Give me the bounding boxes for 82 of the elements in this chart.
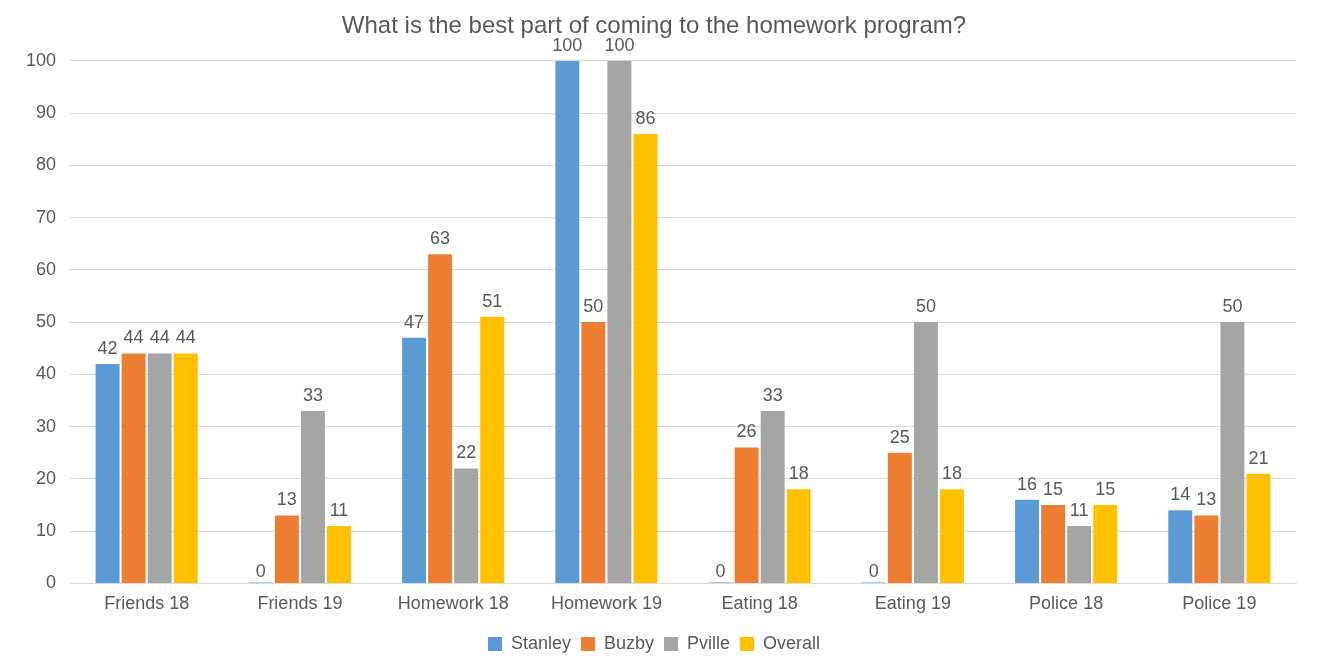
bar: [555, 60, 580, 583]
data-label: 86: [635, 107, 656, 128]
x-tick-label: Eating 18: [721, 593, 798, 614]
bar: [786, 489, 811, 583]
bar: [939, 489, 964, 583]
x-tick-label: Homework 19: [550, 593, 662, 614]
data-label: 0: [255, 561, 266, 582]
y-tick-label: 60: [36, 258, 57, 279]
x-tick-label: Eating 19: [874, 593, 951, 614]
bar: [1067, 525, 1092, 583]
data-label: 50: [915, 296, 936, 317]
bar: [1041, 505, 1066, 583]
bar: [734, 447, 759, 583]
y-tick-label: 30: [36, 415, 57, 436]
bar: [402, 337, 427, 583]
legend-label: Overall: [763, 632, 821, 653]
y-tick-label: 100: [25, 49, 57, 70]
y-tick-label: 10: [36, 520, 57, 541]
data-label: 21: [1248, 447, 1269, 468]
data-label: 16: [1017, 473, 1038, 494]
bar: [300, 410, 325, 583]
data-label: 44: [149, 327, 170, 348]
data-label: 33: [302, 384, 323, 405]
bar: [274, 515, 299, 583]
legend-label: Buzby: [603, 632, 655, 653]
data-label: 13: [276, 489, 297, 510]
data-label: 50: [583, 296, 604, 317]
bar: [95, 363, 120, 583]
bar: [1220, 322, 1245, 583]
data-label: 13: [1196, 489, 1217, 510]
data-label: 15: [1095, 478, 1116, 499]
data-label: 15: [1043, 478, 1064, 499]
legend-label: Pville: [687, 632, 731, 653]
bar: [913, 322, 938, 583]
data-label: 25: [889, 426, 910, 447]
data-label: 0: [868, 561, 879, 582]
bar: [1246, 473, 1271, 583]
y-tick-label: 80: [36, 154, 57, 175]
bar: [1015, 499, 1040, 583]
bar: [428, 254, 453, 583]
data-label: 18: [788, 463, 809, 484]
data-label: 18: [941, 463, 962, 484]
data-label: 33: [762, 384, 783, 405]
data-label: 42: [97, 337, 118, 358]
x-tick-label: Friends 19: [257, 593, 343, 614]
bar: [480, 316, 505, 583]
data-label: 51: [482, 290, 503, 311]
data-label: 44: [175, 327, 196, 348]
y-tick-label: 50: [36, 311, 57, 332]
data-label: 0: [715, 561, 726, 582]
data-label: 14: [1170, 484, 1191, 505]
data-label: 26: [736, 421, 757, 442]
y-tick-label: 0: [46, 572, 57, 593]
bar: [760, 410, 785, 583]
legend-label: Stanley: [510, 632, 571, 653]
data-label: 22: [456, 442, 477, 463]
bar: [607, 60, 632, 583]
data-label: 50: [1222, 296, 1243, 317]
bar: [887, 452, 912, 583]
y-tick-label: 90: [36, 102, 57, 123]
bar: [581, 322, 606, 583]
x-tick-label: Homework 18: [397, 593, 509, 614]
data-label: 47: [404, 311, 425, 332]
y-tick-label: 40: [36, 363, 57, 384]
data-label: 44: [123, 327, 144, 348]
x-tick-label: Police 18: [1029, 593, 1104, 614]
bar: [1194, 515, 1219, 583]
bar: [1168, 510, 1193, 583]
bar: [173, 353, 198, 583]
bar: [454, 468, 479, 583]
bar: [121, 353, 146, 583]
data-label: 11: [1069, 499, 1089, 520]
data-label: 11: [329, 499, 349, 520]
y-tick-label: 20: [36, 467, 57, 488]
data-label: 63: [430, 228, 451, 249]
bar: [147, 353, 172, 583]
bar: [327, 525, 351, 583]
x-tick-label: Police 19: [1182, 593, 1257, 614]
bar: [633, 133, 658, 583]
bar: [1093, 505, 1118, 583]
x-tick-label: Friends 18: [104, 593, 190, 614]
y-tick-label: 70: [36, 206, 57, 227]
